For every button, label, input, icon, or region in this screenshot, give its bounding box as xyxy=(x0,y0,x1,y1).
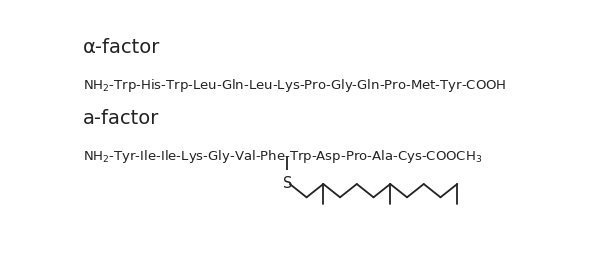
Text: NH$_2$-Trp-His-Trp-Leu-Gln-Leu-Lys-Pro-Gly-Gln-Pro-Met-Tyr-COOH: NH$_2$-Trp-His-Trp-Leu-Gln-Leu-Lys-Pro-G… xyxy=(83,77,507,94)
Text: S: S xyxy=(283,176,293,191)
Text: NH$_2$-Tyr-Ile-Ile-Lys-Gly-Val-Phe-Trp-Asp-Pro-Ala-Cys-COOCH$_3$: NH$_2$-Tyr-Ile-Ile-Lys-Gly-Val-Phe-Trp-A… xyxy=(83,148,483,165)
Text: a-factor: a-factor xyxy=(83,109,160,128)
Text: α-factor: α-factor xyxy=(83,38,161,57)
